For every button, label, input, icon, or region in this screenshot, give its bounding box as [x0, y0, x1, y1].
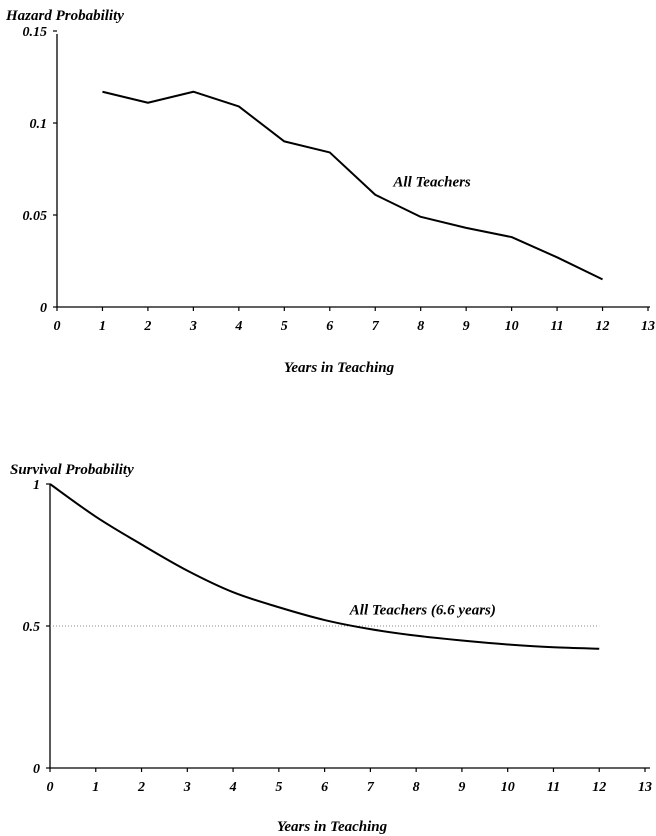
hazard-x-tick-label: 5: [281, 319, 288, 334]
survival-x-tick-label: 0: [47, 780, 54, 795]
hazard-y-title: Hazard Probability: [5, 8, 124, 24]
hazard-x-tick-label: 1: [99, 319, 106, 334]
hazard-x-tick-label: 9: [463, 319, 470, 334]
survival-x-tick-label: 5: [275, 780, 282, 795]
hazard-axes: [56, 34, 650, 308]
survival-y-tick-label: 1: [33, 478, 40, 493]
survival-x-tick-label: 6: [321, 780, 328, 795]
hazard-x-tick-label: 3: [189, 319, 197, 334]
survival-y-title: Survival Probability: [10, 462, 134, 478]
hazard-x-title: Years in Teaching: [284, 360, 395, 376]
survival-x-tick-label: 13: [638, 780, 652, 795]
hazard-x-tick-label: 7: [372, 319, 380, 334]
hazard-y-tick-label: 0.1: [30, 117, 48, 132]
hazard-y-tick-label: 0: [40, 301, 47, 316]
hazard-x-ticks: 0 1 2 3 4 5 6 7 8 9 10 11 12 13: [54, 307, 655, 334]
survival-x-tick-label: 12: [592, 780, 606, 795]
hazard-x-tick-label: 13: [641, 319, 655, 334]
survival-x-tick-label: 11: [547, 780, 560, 795]
survival-x-ticks: 0 1 2 3 4 5 6 7 8 9 10 11 12 13: [47, 768, 652, 795]
hazard-x-tick-label: 6: [326, 319, 333, 334]
survival-x-tick-label: 10: [501, 780, 515, 795]
survival-y-tick-label: 0.5: [23, 620, 41, 635]
survival-x-tick-label: 9: [458, 780, 465, 795]
hazard-x-tick-label: 12: [596, 319, 610, 334]
hazard-x-tick-label: 11: [550, 319, 563, 334]
hazard-y-ticks: 0 0.05 0.1 0.15: [23, 25, 57, 316]
hazard-x-tick-label: 0: [54, 319, 61, 334]
hazard-series-line: [102, 90, 603, 281]
hazard-x-tick-label: 10: [505, 319, 519, 334]
survival-chart: Survival Probability 00.51 0 1 2 3 4 5 6 7 8 9 10 1…: [10, 462, 652, 835]
hazard-x-tick-label: 2: [143, 319, 151, 334]
survival-x-tick-label: 4: [229, 780, 237, 795]
survival-series-label: All Teachers (6.6 years): [349, 603, 496, 619]
survival-series-line: [49, 483, 600, 650]
survival-y-ticks: 00.51: [23, 478, 50, 777]
survival-x-tick-label: 1: [92, 780, 99, 795]
survival-x-title: Years in Teaching: [277, 819, 388, 835]
hazard-x-tick-label: 8: [417, 319, 424, 334]
hazard-series-label: All Teachers: [392, 174, 471, 190]
survival-x-tick-label: 8: [413, 780, 420, 795]
hazard-y-tick-label: 0.15: [23, 25, 48, 40]
survival-x-tick-label: 2: [137, 780, 145, 795]
survival-x-tick-label: 3: [183, 780, 191, 795]
survival-y-tick-label: 0: [33, 762, 40, 777]
hazard-y-tick-label: 0.05: [23, 209, 48, 224]
hazard-x-tick-label: 4: [234, 319, 242, 334]
survival-x-tick-label: 7: [367, 780, 375, 795]
